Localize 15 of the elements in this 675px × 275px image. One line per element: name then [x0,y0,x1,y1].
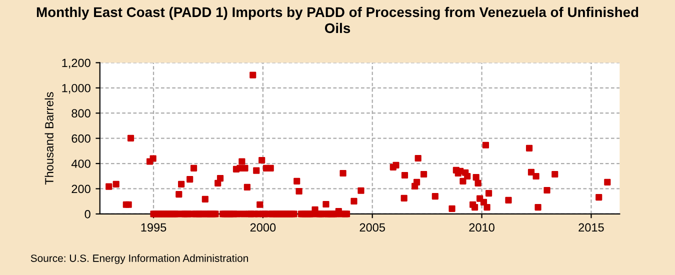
chart-title: Monthly East Coast (PADD 1) Imports by PADD of Processing from Venezuela of Unfinished Oils [36,6,638,34]
x-tick-label: 1995 [141,223,166,232]
y-tick-label: 600 [72,134,90,143]
y-tick-label: 1,200 [62,58,90,68]
x-tick-label: 2015 [578,223,604,232]
x-tick-label: 2000 [250,223,276,232]
y-tick-label: 0 [84,210,90,218]
y-tick-label: 800 [72,109,90,118]
y-axis-title: Thousand Barrels [44,92,54,185]
x-tick-label: 2010 [469,223,494,232]
source-note: Source: U.S. Energy Information Administration [30,254,248,264]
y-tick-label: 400 [71,160,90,168]
x-tick-label: 2005 [360,223,385,232]
y-tick-label: 1,000 [62,84,90,94]
y-tick-label: 200 [72,184,90,194]
